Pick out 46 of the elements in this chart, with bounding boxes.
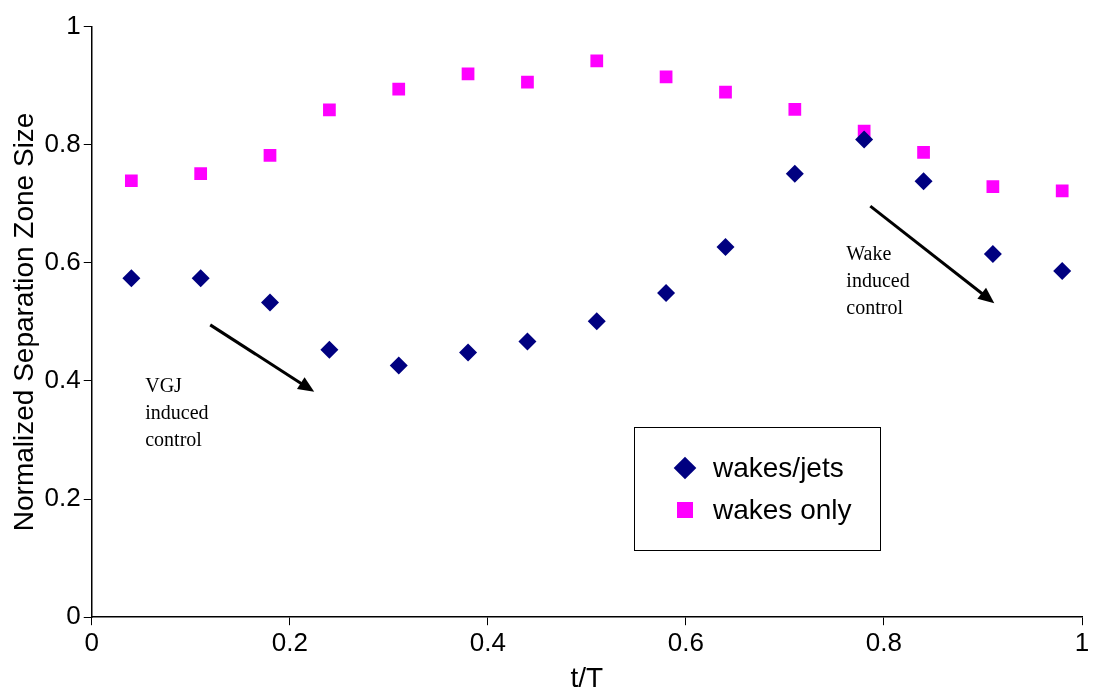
point: [459, 343, 478, 362]
point: [1055, 184, 1069, 198]
point: [587, 312, 606, 331]
y-tick-label: 1: [66, 9, 81, 40]
point: [122, 269, 141, 288]
y-axis-title: Normalized Separation Zone Size: [7, 112, 39, 532]
point: [917, 146, 930, 159]
x-tick-label: 0.2: [271, 626, 308, 657]
legend-label: wakes only: [713, 494, 852, 527]
point: [323, 103, 336, 117]
point: [590, 54, 604, 68]
point: [320, 340, 339, 359]
annotation: Wake induced control: [846, 242, 910, 319]
point: [124, 174, 138, 188]
x-tick-label: 0.4: [469, 626, 506, 657]
point: [194, 167, 208, 181]
x-tick-label: 0.8: [865, 626, 903, 657]
y-tick-label: 0.2: [44, 482, 81, 513]
point: [788, 102, 802, 116]
point: [191, 269, 210, 288]
point: [461, 67, 475, 81]
point: [263, 148, 277, 162]
point: [719, 85, 732, 99]
point: [389, 356, 408, 375]
legend-label: wakes/jets: [713, 452, 844, 485]
point: [716, 237, 735, 256]
x-tick-label: 0.6: [667, 626, 704, 657]
point: [260, 293, 279, 312]
point: [518, 332, 537, 351]
annotation: VGJ induced control: [145, 374, 209, 451]
y-tick-label: 0: [66, 600, 81, 631]
point: [983, 244, 1002, 263]
point: [659, 70, 673, 84]
point: [521, 75, 534, 89]
x-tick-label: 1: [1074, 626, 1090, 657]
point: [855, 130, 874, 149]
point: [914, 172, 933, 191]
point: [785, 164, 804, 183]
y-tick-label: 0.6: [44, 246, 81, 277]
point: [392, 82, 406, 96]
point: [657, 283, 676, 302]
y-tick-label: 0.4: [44, 364, 81, 395]
x-axis-title: t/T: [570, 661, 604, 693]
point: [1053, 262, 1072, 281]
y-tick-label: 0.8: [44, 127, 81, 158]
point: [986, 180, 1000, 194]
